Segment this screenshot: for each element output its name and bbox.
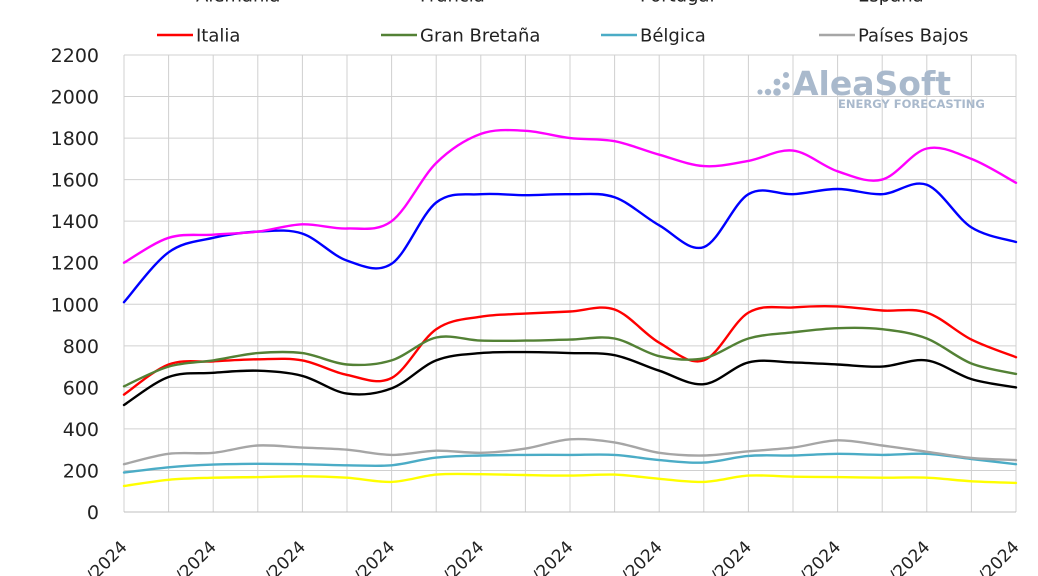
- legend-item-francia: Francia: [420, 0, 485, 7]
- series-lines: [122, 128, 1018, 488]
- series-line-portugal: [122, 472, 1018, 488]
- legend-label: Países Bajos: [858, 26, 968, 47]
- y-tick-label: 200: [63, 460, 99, 482]
- y-tick-label: 800: [63, 336, 99, 358]
- y-tick-label: 1600: [51, 170, 99, 192]
- logo-dots-icon: [757, 72, 790, 96]
- legend-item-paises-bajos: Países Bajos: [819, 26, 968, 47]
- legend-label: Gran Bretaña: [420, 26, 540, 47]
- y-tick-label: 0: [87, 502, 99, 524]
- logo-text: AleaSoft: [793, 64, 951, 103]
- x-tick-label: /2024: [618, 537, 667, 576]
- y-tick-label: 1000: [51, 294, 99, 316]
- legend-item-alemania: Alemania: [196, 0, 280, 7]
- y-tick-label: 600: [63, 377, 99, 399]
- x-tick-label: /2024: [886, 537, 935, 576]
- x-tick-label: /2024: [261, 537, 310, 576]
- x-tick-label: /2024: [707, 537, 756, 576]
- legend-item-espana: España: [858, 0, 924, 7]
- legend-label: Portugal: [640, 0, 715, 7]
- legend-label: España: [858, 0, 924, 7]
- x-tick-label: /2024: [975, 537, 1024, 576]
- x-tick-label: /2024: [796, 537, 845, 576]
- y-tick-label: 1800: [51, 128, 99, 150]
- y-tick-label: 400: [63, 419, 99, 441]
- x-tick-label: /2024: [529, 537, 578, 576]
- series-line-belgica: [122, 452, 1018, 474]
- aleasoft-logo: AleaSoft ENERGY FORECASTING: [757, 64, 985, 111]
- legend-label: Francia: [420, 0, 485, 7]
- legend-label: Alemania: [196, 0, 280, 7]
- series-line-gran-bretana: [122, 326, 1018, 388]
- y-tick-label: 2200: [51, 45, 99, 67]
- legend-item-belgica: Bélgica: [601, 26, 706, 47]
- legend-label: Italia: [196, 26, 240, 47]
- x-tick-label: /2024: [440, 537, 489, 576]
- series-line-espana: [122, 128, 1018, 264]
- y-tick-label: 1400: [51, 211, 99, 233]
- x-axis-ticks: /2024/2024/2024/2024/2024/2024/2024/2024…: [83, 537, 1024, 576]
- grid: [123, 54, 1017, 513]
- series-line-paises-bajos: [122, 437, 1018, 466]
- legend-label: Bélgica: [640, 26, 706, 47]
- series-line-alemania: [122, 350, 1018, 407]
- legend-item-gran-bretana: Gran Bretaña: [381, 26, 540, 47]
- logo-subtitle: ENERGY FORECASTING: [838, 97, 985, 111]
- y-axis-ticks: 0 200 400 600 800 1000 1200 1400 1600 1800 2000 220…: [51, 45, 99, 524]
- x-tick-label: /2024: [350, 537, 399, 576]
- x-tick-label: /2024: [83, 537, 132, 576]
- y-tick-label: 1200: [51, 253, 99, 275]
- y-tick-label: 2000: [51, 87, 99, 109]
- legend: Alemania Francia Portugal España Italia Gran …: [157, 0, 968, 47]
- legend-item-portugal: Portugal: [640, 0, 715, 7]
- series-line-italia: [122, 304, 1018, 396]
- x-tick-label: /2024: [172, 537, 221, 576]
- legend-item-italia: Italia: [157, 26, 240, 47]
